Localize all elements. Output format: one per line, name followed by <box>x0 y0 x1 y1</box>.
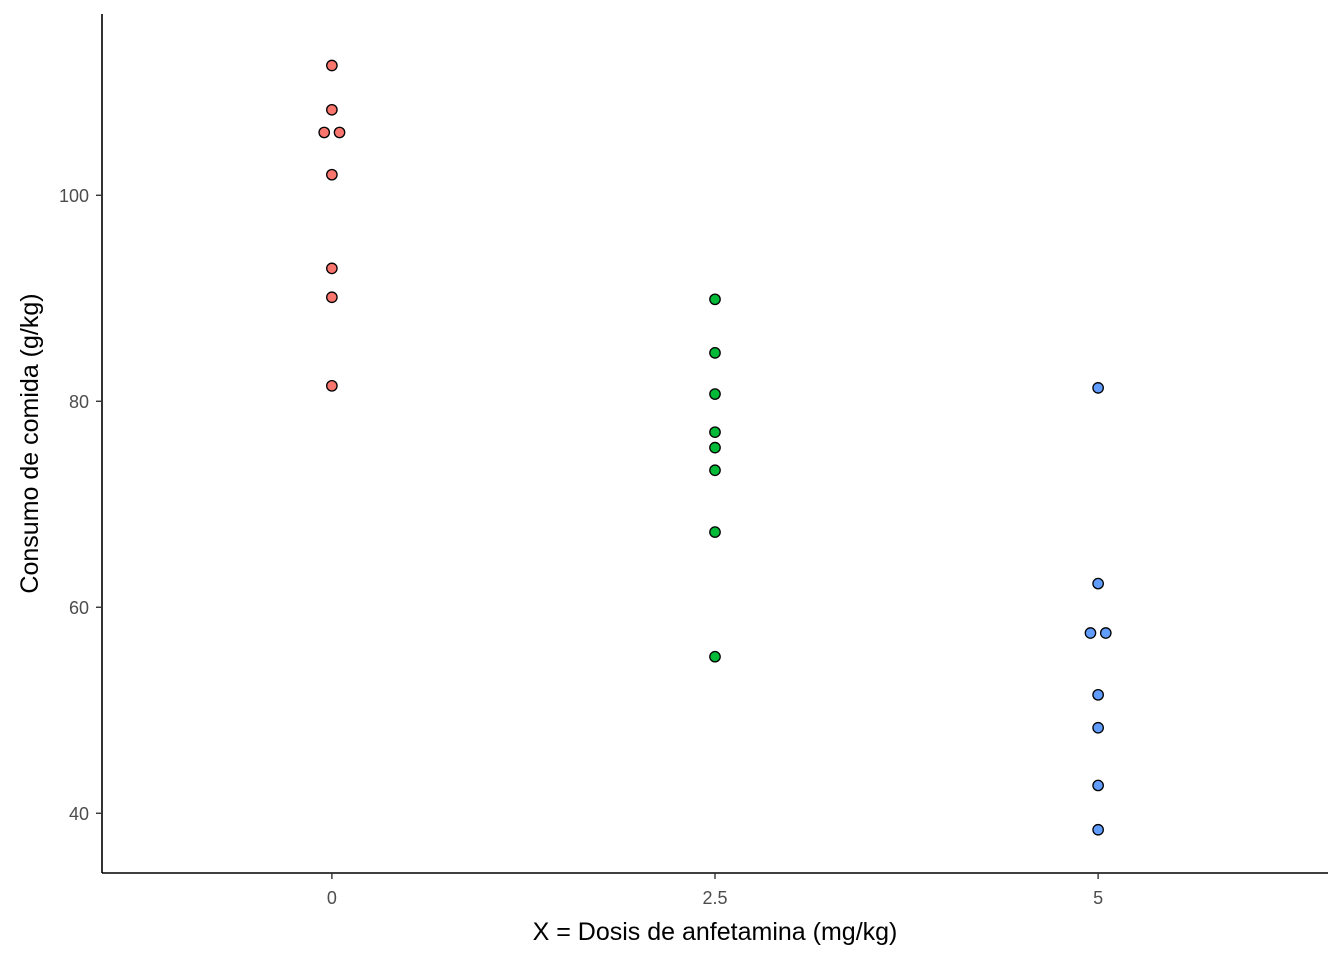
y-tick-label: 40 <box>69 804 89 824</box>
data-point-series-3 <box>1092 823 1104 836</box>
data-point-series-3 <box>1092 721 1104 734</box>
y-axis-ticks: 40 60 80 100 <box>59 186 102 824</box>
x-tick-label: 2.5 <box>702 888 727 908</box>
x-axis-ticks: 0 2.5 5 <box>327 873 1103 908</box>
data-point-series-3 <box>1092 382 1104 394</box>
data-point-series-1 <box>326 103 338 116</box>
data-point-series-1 <box>333 126 346 139</box>
data-point-series-2 <box>709 426 721 439</box>
data-point-series-2 <box>709 388 721 400</box>
data-point-series-3 <box>1092 688 1104 701</box>
y-tick-label: 100 <box>59 186 89 206</box>
data-point-series-2 <box>709 526 721 538</box>
x-axis-title: X = Dosis de anfetamina (mg/kg) <box>533 918 898 946</box>
x-tick-label: 5 <box>1093 888 1103 908</box>
data-point-series-1 <box>326 168 338 181</box>
data-point-series-2 <box>709 650 721 663</box>
x-tick-label: 0 <box>327 888 337 908</box>
plot-area <box>318 59 1112 836</box>
data-point-series-1 <box>326 262 338 275</box>
data-point-series-1 <box>326 291 338 304</box>
data-point-series-3 <box>1099 627 1112 639</box>
y-tick-label: 60 <box>69 598 89 618</box>
data-point-series-3 <box>1092 779 1104 792</box>
data-point-series-2 <box>709 293 721 306</box>
data-point-series-1 <box>326 59 338 72</box>
data-point-series-1 <box>318 126 331 139</box>
data-point-series-2 <box>709 347 721 359</box>
data-point-series-3 <box>1084 627 1097 639</box>
data-point-series-2 <box>709 464 721 477</box>
data-point-series-2 <box>709 441 721 454</box>
y-axis-title: Consumo de comida (g/kg) <box>16 293 44 593</box>
y-tick-label: 80 <box>69 392 89 412</box>
data-point-series-1 <box>326 379 338 392</box>
data-point-series-3 <box>1092 577 1104 590</box>
